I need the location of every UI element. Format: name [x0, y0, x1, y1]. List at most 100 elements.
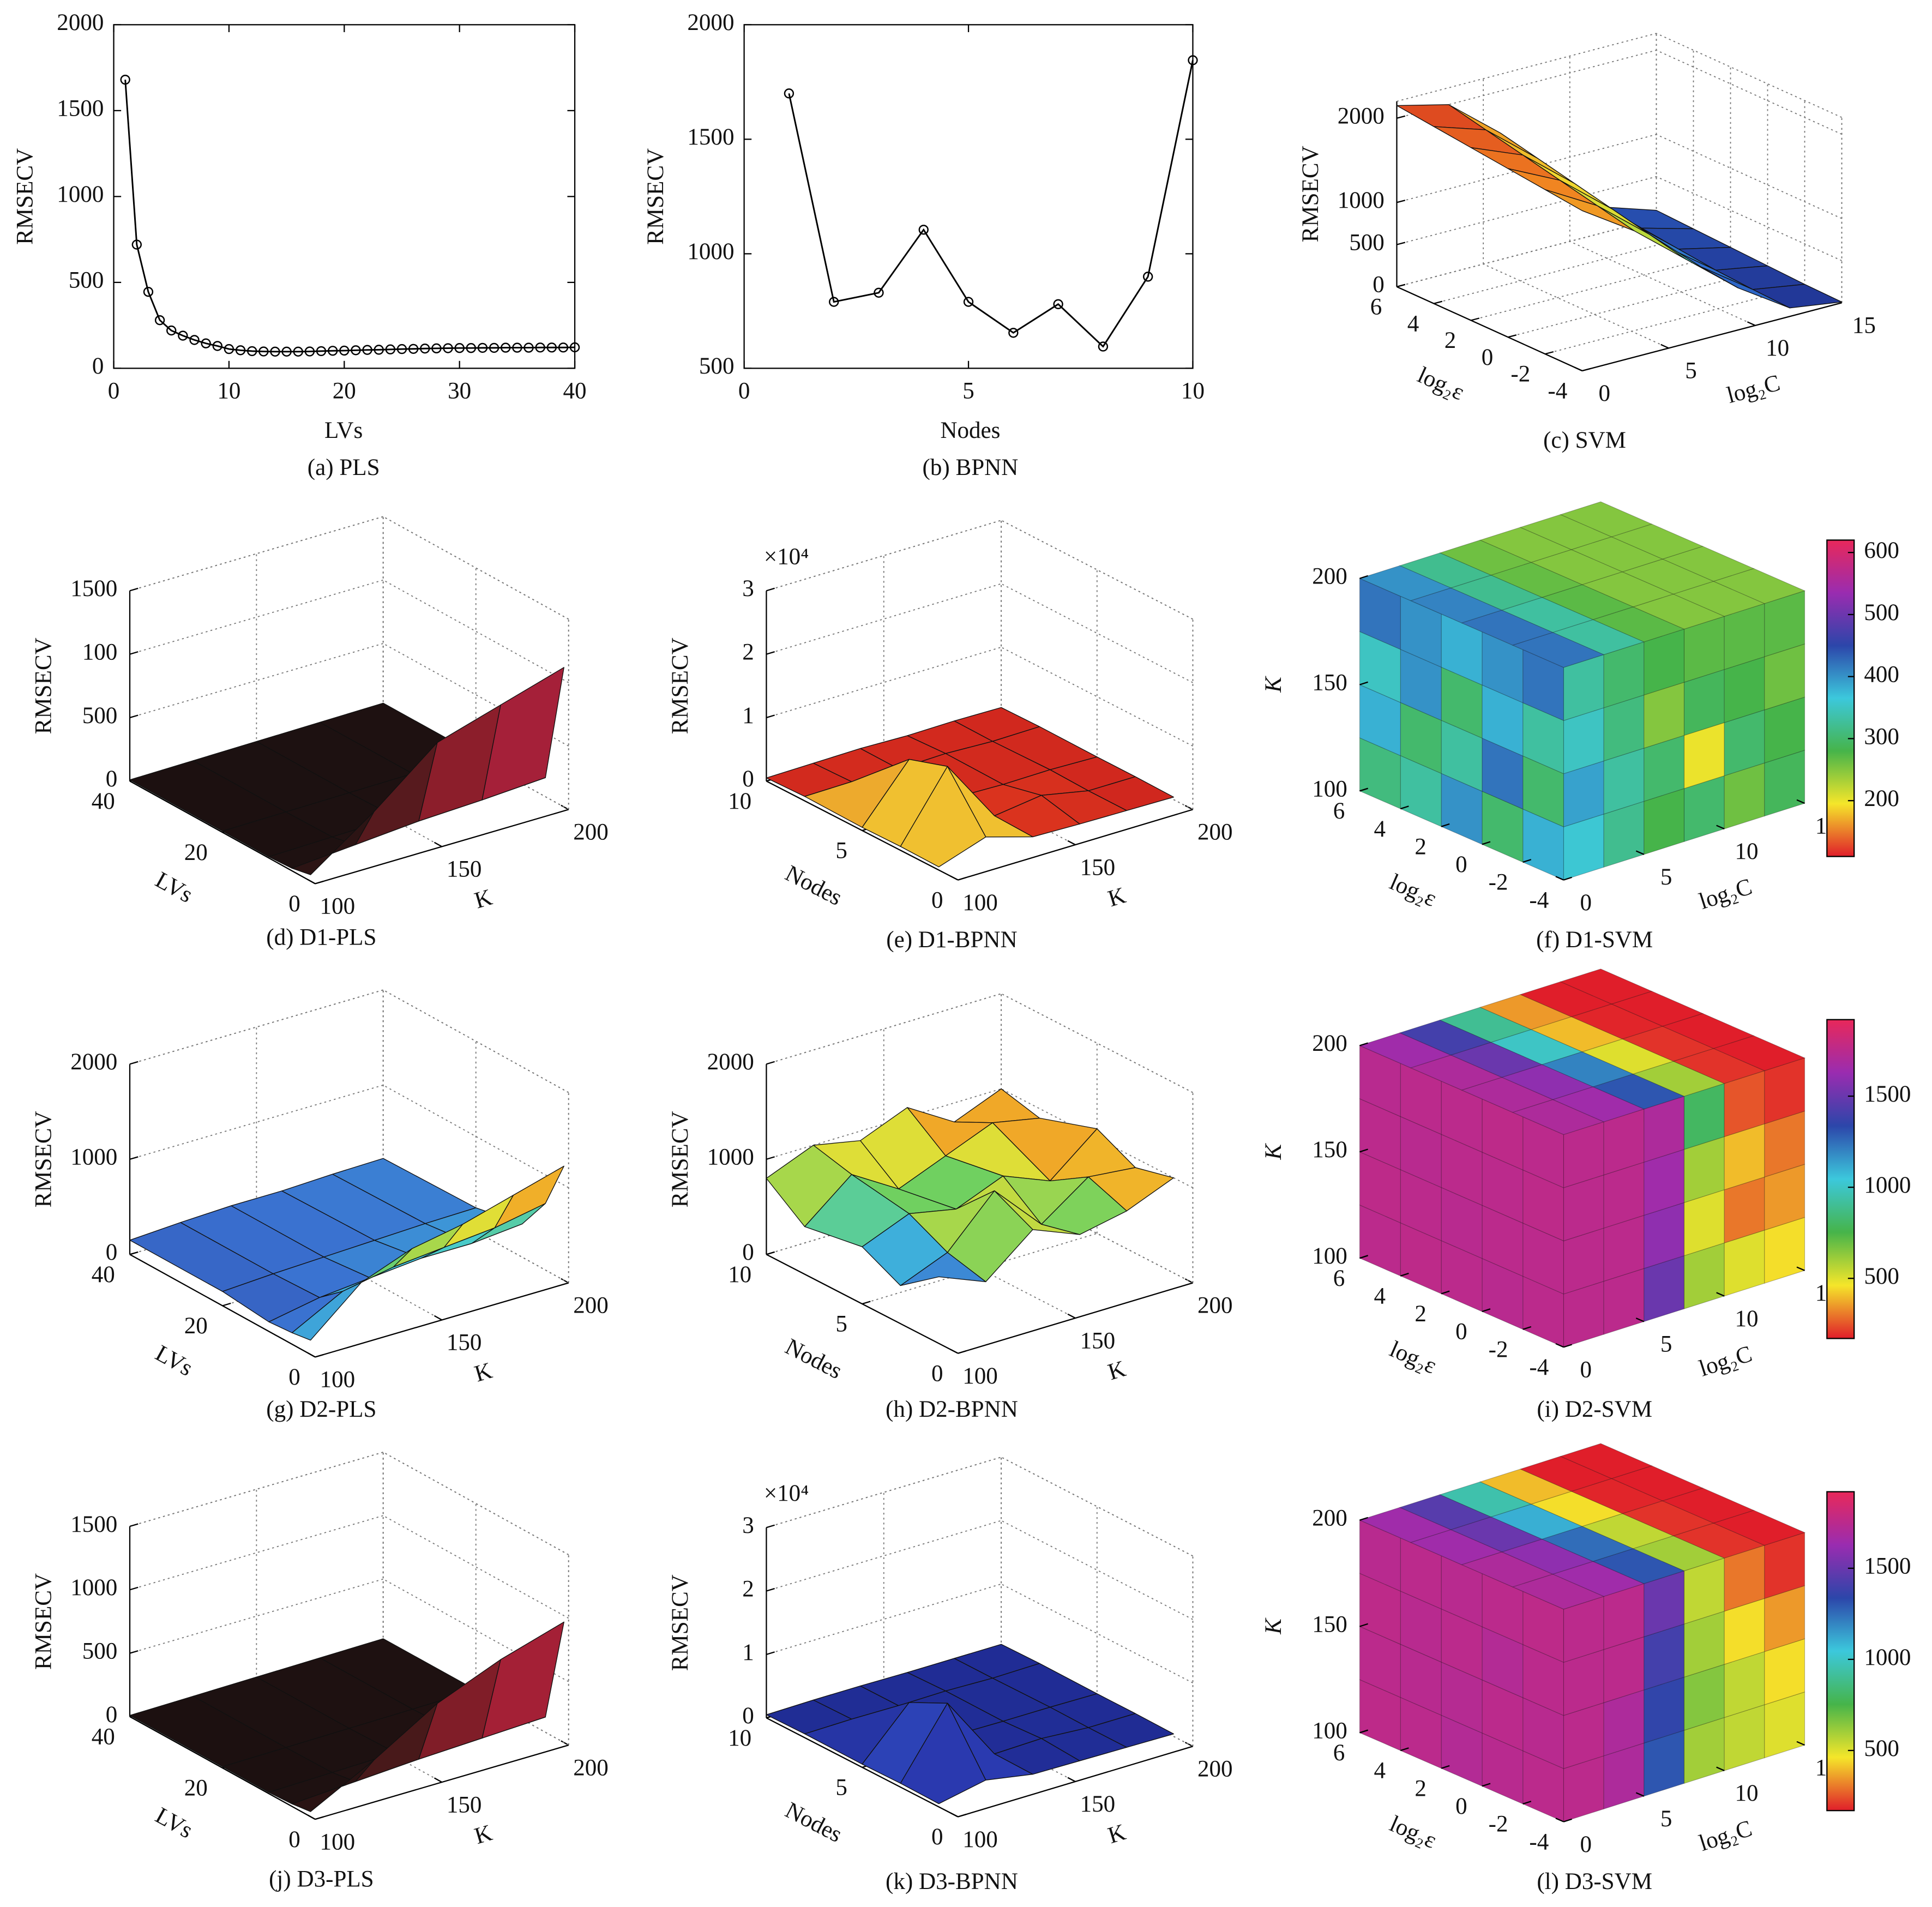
- x-tick: [1716, 825, 1725, 830]
- y-tick-label: 1500: [687, 124, 734, 150]
- y-axis-label: LVs: [151, 867, 197, 908]
- grid-line: [1656, 50, 1842, 135]
- y-tick-label: 2: [1415, 1776, 1427, 1801]
- x-tick-label: 10: [1735, 1306, 1758, 1332]
- box-edge: [1397, 33, 1657, 102]
- z-tick: [1397, 242, 1406, 245]
- data-point: [874, 287, 884, 298]
- z-tick: [1359, 1517, 1368, 1521]
- x-tick-label: 5: [1685, 358, 1697, 384]
- colorbar-tick-label: 1000: [1864, 1645, 1911, 1670]
- data-point: [963, 297, 974, 307]
- x-tick-label: 10: [1766, 335, 1789, 361]
- y-axis: [129, 1716, 316, 1820]
- y-tick-label: 6: [1370, 294, 1382, 320]
- z-tick: [766, 1061, 775, 1065]
- x-tick-label: 150: [447, 1330, 482, 1356]
- x-axis: [315, 1744, 569, 1820]
- x-axis-label: Nodes: [940, 418, 1000, 443]
- grid-line: [1001, 1583, 1193, 1683]
- y-tick-label: 0: [931, 1361, 943, 1386]
- data-point: [569, 342, 580, 353]
- grid-line: [1001, 583, 1193, 683]
- x-tick: [434, 1315, 442, 1321]
- x-tick: [1747, 321, 1756, 326]
- y-tick-label: 5: [835, 1775, 847, 1801]
- caption: (l) D3-SVM: [1537, 1869, 1652, 1894]
- data-point: [316, 346, 327, 357]
- colorbar-tick-label: 1000: [1864, 1172, 1911, 1198]
- x-tick-label: 100: [320, 1829, 356, 1855]
- x-tick-label: 10: [1735, 839, 1758, 864]
- data-point: [558, 342, 569, 353]
- y-tick-label: 2000: [687, 10, 734, 35]
- y-tick: [1441, 1290, 1450, 1295]
- x-tick-label: 20: [333, 378, 356, 404]
- y-tick-label: 1500: [57, 96, 104, 122]
- surface-patch: [1544, 189, 1635, 231]
- z-tick-label: 200: [1312, 1031, 1347, 1056]
- x-tick: [1716, 1292, 1725, 1297]
- colorbar-tick-label: 500: [1864, 600, 1899, 625]
- grid-line: [766, 583, 1002, 655]
- y-tick: [1482, 841, 1491, 845]
- x-tick-label: 150: [1080, 1328, 1116, 1353]
- data-point: [443, 343, 453, 353]
- y-tick: [1563, 1818, 1572, 1822]
- z-tick: [1397, 284, 1406, 287]
- z-tick: [129, 1650, 139, 1654]
- surface-patch: [900, 766, 986, 868]
- grid-line: [1656, 176, 1842, 261]
- data-point: [212, 341, 222, 351]
- y-tick: [1508, 334, 1517, 338]
- z-tick: [129, 1251, 139, 1255]
- x-tick-label: 100: [320, 894, 356, 919]
- data-point: [258, 346, 269, 357]
- z-tick: [1359, 1729, 1368, 1734]
- y-tick-label: 10: [728, 789, 751, 814]
- grid-line: [1483, 263, 1669, 349]
- y-tick-label: 4: [1374, 1758, 1386, 1784]
- y-tick-label: 6: [1333, 798, 1345, 824]
- data-point: [1142, 272, 1153, 282]
- z-axis-label: RMSECV: [31, 637, 57, 734]
- y-tick-label: 2: [1415, 834, 1427, 859]
- grid-line: [1001, 520, 1193, 620]
- data-point: [154, 315, 165, 326]
- x-tick-label: 0: [1599, 381, 1611, 406]
- y-tick: [1441, 1765, 1450, 1769]
- x-tick: [1716, 1766, 1725, 1771]
- y-tick-label: 1000: [57, 182, 104, 207]
- z-tick-label: 500: [82, 703, 118, 729]
- y-axis: [129, 780, 316, 885]
- x-tick-label: 200: [573, 1293, 609, 1319]
- grid-line: [1001, 1520, 1193, 1620]
- volume-cell: [1560, 501, 1653, 537]
- data-point: [247, 346, 257, 357]
- colorbar-tick-label: 1500: [1864, 1081, 1911, 1107]
- grid-line: [383, 1642, 569, 1746]
- colorbar: [1826, 1019, 1855, 1339]
- z-tick-label: 200: [1312, 564, 1347, 589]
- z-tick-label: 1500: [70, 1512, 117, 1537]
- grid-line: [1569, 240, 1756, 326]
- z-tick-label: 0: [1373, 272, 1385, 298]
- z-tick-label: 1000: [70, 1575, 117, 1601]
- x-axis: [958, 809, 1193, 881]
- z-tick-label: 2000: [70, 1049, 117, 1075]
- grid-line: [766, 1457, 1002, 1529]
- z-tick-label: 0: [106, 766, 118, 792]
- y-tick-label: 6: [1333, 1266, 1345, 1291]
- data-point: [523, 342, 534, 353]
- data-point: [1188, 55, 1198, 65]
- box-edge: [1656, 33, 1842, 118]
- x-axis: [315, 1282, 569, 1358]
- z-tick-label: 1: [742, 1640, 754, 1665]
- x-tick-label: 15: [1852, 312, 1876, 338]
- x-tick-label: 10: [217, 378, 240, 404]
- x-tick-label: 100: [962, 1363, 998, 1389]
- y-tick-label: 20: [184, 1776, 208, 1801]
- x-tick-label: 10: [1181, 378, 1205, 404]
- data-point: [501, 342, 511, 353]
- z-tick: [1359, 575, 1368, 579]
